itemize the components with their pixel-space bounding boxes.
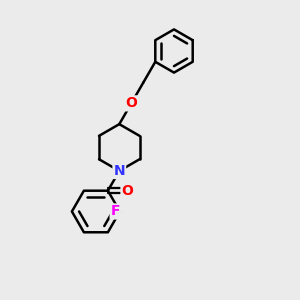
Text: F: F: [111, 205, 120, 218]
Text: N: N: [113, 164, 125, 178]
Text: O: O: [125, 96, 137, 110]
Text: O: O: [122, 184, 133, 198]
